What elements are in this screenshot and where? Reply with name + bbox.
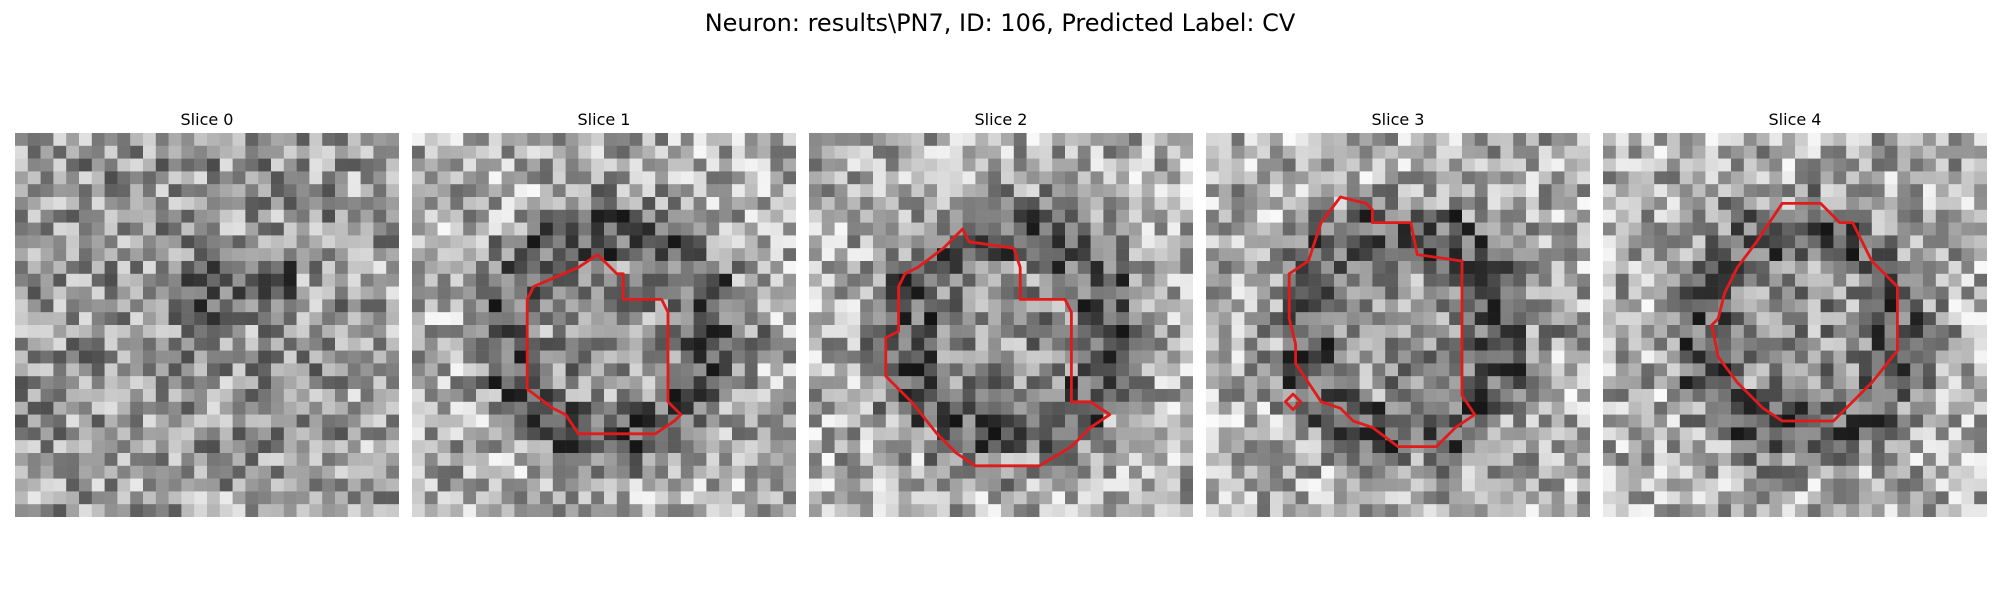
segmentation-contour: [1287, 195, 1477, 449]
slice-panel-3: Slice 3: [1206, 110, 1590, 517]
slice-image: [809, 133, 1193, 517]
slice-panel-1: Slice 1: [412, 110, 796, 517]
slice-title: Slice 2: [974, 110, 1028, 129]
slice-title: Slice 4: [1768, 110, 1822, 129]
slice-image: [1206, 133, 1590, 517]
slice-panel-4: Slice 4: [1603, 110, 1987, 517]
slice-title: Slice 0: [180, 110, 234, 129]
segmentation-contour: [1710, 201, 1899, 423]
slice-title: Slice 3: [1371, 110, 1425, 129]
segmentation-contour: [525, 253, 683, 436]
slice-panel-2: Slice 2: [809, 110, 1193, 517]
segmentation-contour: [884, 227, 1112, 468]
figure-title: Neuron: results\PN7, ID: 106, Predicted …: [704, 9, 1296, 37]
segmentation-contour-fragment: [1283, 392, 1303, 411]
slice-image: [15, 133, 399, 517]
slice-title: Slice 1: [577, 110, 631, 129]
slice-panel-0: Slice 0: [15, 110, 399, 517]
slice-image: [1603, 133, 1987, 517]
slice-image: [412, 133, 796, 517]
